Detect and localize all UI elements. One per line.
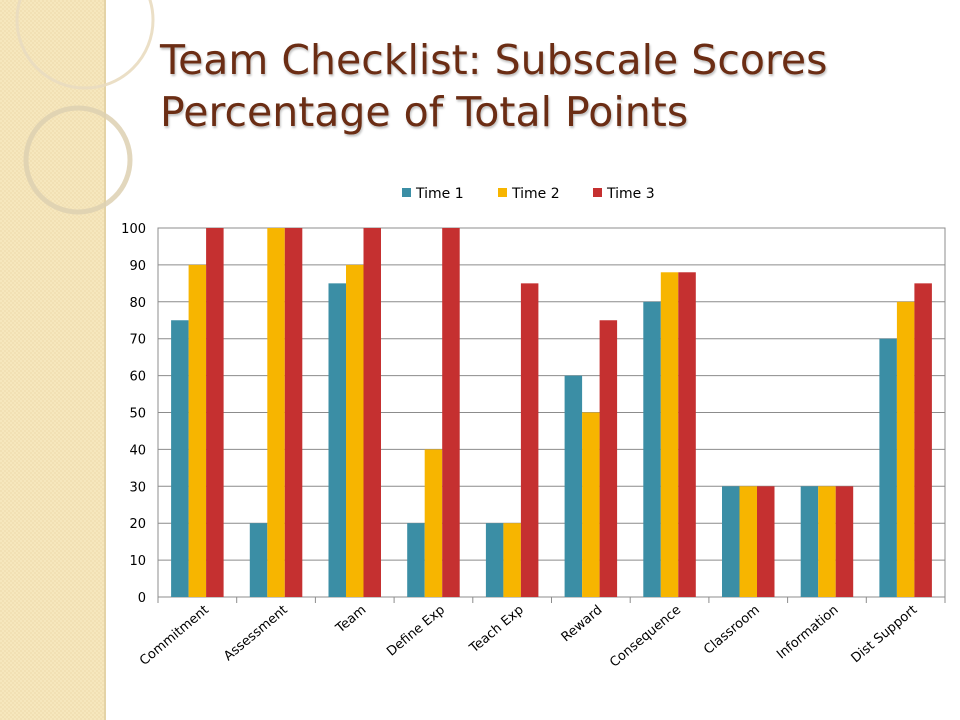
bar [346,264,364,597]
bar [800,486,819,597]
x-category-label: Consequence [607,603,684,671]
x-axis: Commitment Assessment Team Define Exp Teach … [137,597,946,671]
bar [643,301,661,597]
bar [284,228,303,597]
x-category-label: Teach Exp [466,603,526,657]
bar [363,228,381,597]
bar [206,228,224,597]
bar [879,338,897,597]
bar [171,320,189,597]
bar [757,486,775,597]
bars [171,228,932,597]
bar [722,486,740,597]
bar [835,486,854,597]
legend: Time 1 Time 2 Time 3 [402,186,655,202]
slide-title-line-1: Team Checklist: Subscale Scores [160,36,828,84]
y-tick-label: 30 [129,480,146,495]
bar [249,523,268,597]
bar [442,228,460,597]
bar [739,486,757,597]
bar [564,375,583,597]
legend-swatch [593,188,602,197]
legend-swatch [498,188,507,197]
y-tick-label: 10 [129,554,146,569]
x-category-label: Reward [559,603,606,646]
bar [896,301,915,597]
y-tick-label: 50 [129,407,146,422]
y-tick-label: 60 [129,370,146,385]
bar [407,523,425,597]
bar [485,523,504,597]
bar [599,320,618,597]
bar [424,449,443,597]
legend-label: Time 2 [511,186,560,202]
bar [582,412,600,597]
x-category-label: Commitment [137,603,212,669]
slide-title-line-2: Percentage of Total Points [160,88,689,136]
y-tick-label: 100 [121,222,146,237]
x-category-label: Define Exp [384,603,448,660]
bar [267,228,285,597]
bar [660,272,679,597]
y-tick-label: 0 [138,591,146,606]
bar [328,283,346,597]
bar [503,523,521,597]
decorative-circles [15,0,155,215]
y-tick-label: 20 [129,517,146,532]
legend-label: Time 3 [606,186,655,202]
x-category-label: Dist Support [849,603,921,667]
x-category-label: Assessment [221,603,290,665]
legend-swatch [402,188,411,197]
y-tick-label: 40 [129,443,146,458]
y-tick-label: 90 [129,259,146,274]
slide-title: Team Checklist: Subscale Scores Percenta… [160,34,920,138]
bar [914,283,932,597]
side-band-edge [104,0,106,720]
decorative-side-band [0,0,105,720]
legend-label: Time 1 [415,186,464,202]
bar [188,264,207,597]
x-category-label: Information [774,603,841,663]
x-category-label: Team [333,603,370,637]
bar [520,283,539,597]
y-tick-label: 80 [129,296,146,311]
y-axis: 0 10 20 30 40 50 60 70 80 90 100 [121,222,146,606]
x-category-label: Classroom [701,603,763,658]
bar [678,272,696,597]
bar [818,486,836,597]
y-tick-label: 70 [129,333,146,348]
